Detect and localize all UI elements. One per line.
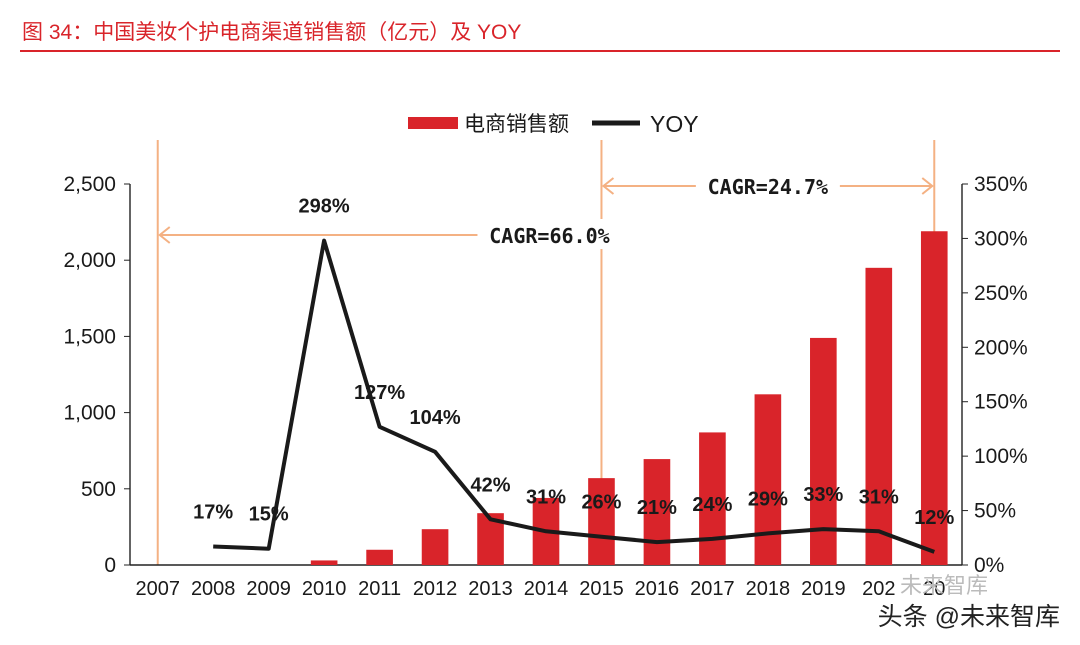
x-tick-label: 20	[923, 578, 945, 600]
y-right-tick-label: 250%	[974, 282, 1028, 305]
y-left-tick-label: 2,500	[63, 173, 116, 196]
x-tick-label: 2008	[191, 578, 236, 600]
bar	[865, 267, 893, 565]
y-right-tick-label: 50%	[974, 500, 1016, 523]
yoy-labels: 17% 15% 298% 127%104% 42% 31% 26% 21% 24% 29% 33% 3…	[193, 196, 954, 529]
y-right-tick-label: 300%	[974, 227, 1028, 250]
yoy-data-label: 17%	[193, 501, 233, 523]
cagr-arrowhead-left	[601, 177, 615, 195]
cagr-guides: CAGR=66.0% CAGR=24.7%	[156, 140, 936, 565]
yoy-data-label: 29%	[748, 488, 788, 510]
legend: 电商销售额 YOY	[408, 111, 699, 137]
yoy-data-label: 104%	[409, 407, 460, 429]
x-tick-label: 2011	[358, 578, 401, 600]
x-tick-label: 2012	[413, 578, 458, 600]
y-left-tick-label: 0	[104, 554, 116, 577]
yoy-data-label: 24%	[692, 494, 732, 516]
cagr-arrowhead-right	[921, 177, 934, 195]
yoy-line-series	[213, 238, 935, 554]
bar	[310, 560, 338, 565]
axes: 0 500 1,000 1,500 2,000 2,500 0% 50% 100% 150% 200…	[63, 173, 1027, 600]
x-tick-label: 2014	[524, 578, 569, 600]
cagr-label: CAGR=66.0%	[489, 224, 609, 248]
title-divider	[20, 50, 1060, 52]
yoy-data-label: 31%	[526, 486, 566, 508]
y-left-tick-label: 500	[81, 478, 116, 501]
x-tick-label: 2019	[801, 578, 846, 600]
legend-swatch-bar	[408, 117, 458, 129]
cagr-label-bg	[477, 219, 622, 249]
x-tick-label: 2007	[135, 578, 180, 600]
yoy-data-label: 298%	[299, 196, 350, 218]
y-left-tick-label: 1,500	[63, 325, 116, 348]
cagr-label: CAGR=24.7%	[708, 175, 828, 199]
yoy-line	[213, 238, 935, 554]
y-right-tick-label: 350%	[974, 173, 1028, 196]
yoy-data-label: 33%	[803, 484, 843, 506]
yoy-data-label: 31%	[859, 486, 899, 508]
x-tick-label: 2015	[579, 578, 624, 600]
cagr-arrowhead-left	[158, 226, 171, 244]
x-tick-label: 2016	[635, 578, 680, 600]
yoy-data-label: 21%	[637, 497, 677, 519]
x-tick-label: 2013	[468, 578, 513, 600]
bar	[366, 549, 393, 565]
y-right-tick-label: 100%	[974, 445, 1028, 468]
yoy-data-label: 42%	[471, 474, 511, 496]
yoy-data-label: 26%	[581, 492, 621, 514]
x-tick-label: 2009	[246, 578, 291, 600]
x-tick-label: 2017	[690, 578, 735, 600]
bars	[310, 231, 948, 565]
bar	[421, 529, 449, 565]
yoy-data-label: 12%	[914, 507, 954, 529]
bar	[643, 459, 671, 565]
bar	[588, 478, 615, 565]
y-right-tick-label: 150%	[974, 391, 1028, 414]
bar	[754, 394, 782, 565]
watermark-faint: 未来智库	[900, 573, 989, 598]
y-left-tick-label: 1,000	[63, 402, 116, 425]
bar	[920, 231, 948, 565]
legend-label-bar: 电商销售额	[464, 113, 569, 136]
yoy-data-label: 127%	[354, 382, 405, 404]
watermark: 头条 @未来智库	[877, 603, 1060, 631]
y-left-tick-label: 2,000	[63, 249, 116, 272]
legend-label-line: YOY	[650, 111, 699, 137]
x-tick-label: 202	[862, 578, 895, 600]
x-tick-label: 2018	[746, 578, 791, 600]
yoy-data-label: 15%	[249, 504, 289, 526]
chart-title: 图 34：中国美妆个护电商渠道销售额（亿元）及 YOY	[22, 21, 522, 44]
bar	[699, 432, 726, 565]
cagr-label-bg	[695, 170, 840, 200]
y-right-tick-label: 0%	[974, 554, 1004, 577]
x-tick-label: 2010	[302, 578, 347, 600]
y-right-tick-label: 200%	[974, 336, 1028, 359]
